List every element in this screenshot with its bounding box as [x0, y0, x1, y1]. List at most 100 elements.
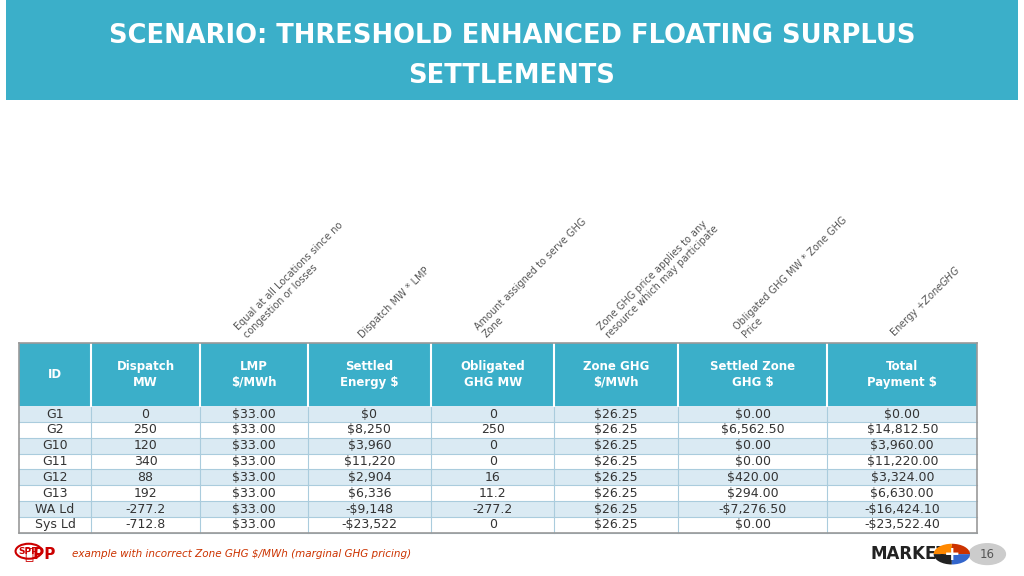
Text: $6,630.00: $6,630.00: [870, 487, 934, 500]
Text: G2: G2: [46, 423, 63, 437]
FancyBboxPatch shape: [18, 454, 977, 469]
Text: ⓈPP: ⓈPP: [25, 547, 56, 562]
Text: 0: 0: [488, 455, 497, 468]
Text: $11,220.00: $11,220.00: [866, 455, 938, 468]
Text: Energy $ + Zone GHG $: Energy $ + Zone GHG $: [888, 263, 964, 340]
Text: 11.2: 11.2: [479, 487, 507, 500]
Text: 0: 0: [488, 518, 497, 532]
Text: $33.00: $33.00: [231, 518, 275, 532]
Text: $33.00: $33.00: [231, 407, 275, 420]
Text: $6,562.50: $6,562.50: [721, 423, 784, 437]
Text: -277.2: -277.2: [125, 502, 166, 516]
Text: -$23,522: -$23,522: [341, 518, 397, 532]
Text: $26.25: $26.25: [594, 487, 638, 500]
Text: $3,960: $3,960: [347, 439, 391, 452]
Text: Dispatch
MW: Dispatch MW: [117, 360, 174, 389]
Text: G10: G10: [42, 439, 68, 452]
Text: Obligated GHG MW * Zone GHG
Price: Obligated GHG MW * Zone GHG Price: [732, 215, 857, 340]
Text: Settled
Energy $: Settled Energy $: [340, 360, 398, 389]
Text: $3,960.00: $3,960.00: [870, 439, 934, 452]
Text: 340: 340: [133, 455, 158, 468]
Text: WA Ld: WA Ld: [36, 502, 75, 516]
Text: 192: 192: [134, 487, 158, 500]
FancyBboxPatch shape: [18, 485, 977, 501]
Text: 88: 88: [137, 471, 154, 484]
Text: G11: G11: [42, 455, 68, 468]
Text: $3,324.00: $3,324.00: [870, 471, 934, 484]
Text: G1: G1: [46, 407, 63, 420]
Text: Obligated
GHG MW: Obligated GHG MW: [461, 360, 525, 389]
Text: 0: 0: [488, 439, 497, 452]
Text: -$23,522.40: -$23,522.40: [864, 518, 940, 532]
Text: $33.00: $33.00: [231, 471, 275, 484]
Text: $420.00: $420.00: [727, 471, 778, 484]
Text: -712.8: -712.8: [125, 518, 166, 532]
Text: Settled Zone
GHG $: Settled Zone GHG $: [710, 360, 796, 389]
Text: $8,250: $8,250: [347, 423, 391, 437]
Text: $33.00: $33.00: [231, 439, 275, 452]
Text: $0.00: $0.00: [734, 407, 771, 420]
Text: -$7,276.50: -$7,276.50: [719, 502, 786, 516]
Text: $26.25: $26.25: [594, 439, 638, 452]
FancyBboxPatch shape: [18, 438, 977, 454]
Text: Zone GHG
$/MWh: Zone GHG $/MWh: [583, 360, 649, 389]
Text: ID: ID: [48, 368, 62, 381]
FancyBboxPatch shape: [18, 469, 977, 485]
Wedge shape: [934, 554, 952, 564]
Text: example with incorrect Zone GHG $/MWh (marginal GHG pricing): example with incorrect Zone GHG $/MWh (m…: [72, 549, 412, 559]
Wedge shape: [934, 544, 952, 554]
Wedge shape: [952, 554, 970, 564]
Text: $26.25: $26.25: [594, 502, 638, 516]
Text: $14,812.50: $14,812.50: [866, 423, 938, 437]
Text: SETTLEMENTS: SETTLEMENTS: [409, 63, 615, 89]
FancyBboxPatch shape: [18, 422, 977, 438]
Text: $2,904: $2,904: [347, 471, 391, 484]
Text: G13: G13: [42, 487, 68, 500]
Text: SPP: SPP: [18, 547, 39, 556]
Text: 120: 120: [133, 439, 158, 452]
Text: Amount assigned to serve GHG
Zone: Amount assigned to serve GHG Zone: [472, 216, 596, 340]
FancyBboxPatch shape: [18, 501, 977, 517]
Text: G12: G12: [42, 471, 68, 484]
Text: SCENARIO: THRESHOLD ENHANCED FLOATING SURPLUS: SCENARIO: THRESHOLD ENHANCED FLOATING SU…: [109, 22, 915, 49]
Text: 250: 250: [133, 423, 158, 437]
Text: $33.00: $33.00: [231, 502, 275, 516]
FancyBboxPatch shape: [18, 517, 977, 533]
Wedge shape: [952, 544, 970, 554]
Text: Dispatch MW * LMP: Dispatch MW * LMP: [357, 265, 432, 340]
Text: 250: 250: [481, 423, 505, 437]
Text: Equal at all Locations since no
congestion or losses: Equal at all Locations since no congesti…: [233, 219, 353, 340]
Text: -$9,148: -$9,148: [345, 502, 393, 516]
Text: $0.00: $0.00: [734, 439, 771, 452]
Text: $6,336: $6,336: [348, 487, 391, 500]
FancyBboxPatch shape: [18, 406, 977, 422]
Circle shape: [969, 544, 1006, 564]
Text: $26.25: $26.25: [594, 423, 638, 437]
Text: Zone GHG price applies to any
resource which may participate: Zone GHG price applies to any resource w…: [596, 215, 720, 340]
Text: $0.00: $0.00: [885, 407, 921, 420]
Text: $26.25: $26.25: [594, 471, 638, 484]
Text: 0: 0: [488, 407, 497, 420]
Text: -277.2: -277.2: [473, 502, 513, 516]
Text: $26.25: $26.25: [594, 518, 638, 532]
Text: $26.25: $26.25: [594, 407, 638, 420]
Text: $11,220: $11,220: [344, 455, 395, 468]
Text: $33.00: $33.00: [231, 455, 275, 468]
Text: $0: $0: [361, 407, 378, 420]
FancyBboxPatch shape: [6, 0, 1018, 100]
Text: $0.00: $0.00: [734, 518, 771, 532]
Text: -$16,424.10: -$16,424.10: [864, 502, 940, 516]
Text: 16: 16: [980, 548, 994, 560]
Text: 0: 0: [141, 407, 150, 420]
Text: MARKETS: MARKETS: [871, 545, 961, 563]
Text: $26.25: $26.25: [594, 455, 638, 468]
Text: $33.00: $33.00: [231, 423, 275, 437]
Text: Sys Ld: Sys Ld: [35, 518, 76, 532]
Text: LMP
$/MWh: LMP $/MWh: [231, 360, 276, 389]
FancyBboxPatch shape: [18, 343, 977, 406]
Text: $33.00: $33.00: [231, 487, 275, 500]
Text: $294.00: $294.00: [727, 487, 778, 500]
Text: +: +: [943, 545, 961, 563]
Text: $0.00: $0.00: [734, 455, 771, 468]
Text: 16: 16: [485, 471, 501, 484]
